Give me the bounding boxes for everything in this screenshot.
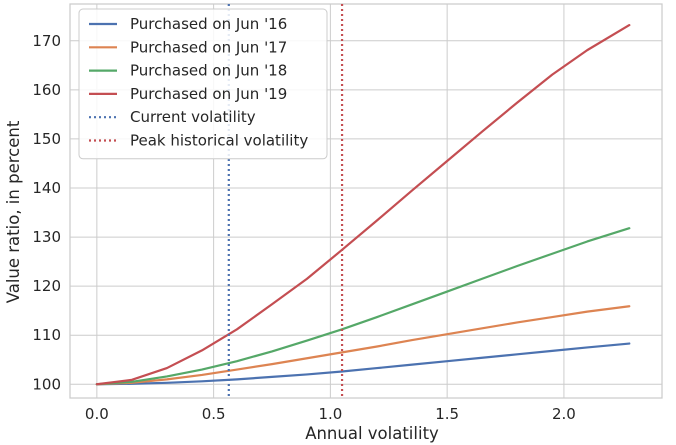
series-line-2 [95, 305, 631, 386]
legend-label: Purchased on Jun '17 [130, 38, 287, 56]
y-tick-label: 160 [32, 81, 61, 99]
legend-label: Purchased on Jun '16 [130, 15, 287, 33]
legend-label: Purchased on Jun '19 [130, 85, 287, 103]
x-tick-label: 2.0 [552, 405, 576, 423]
series-line-3 [95, 227, 631, 386]
y-tick-label: 170 [32, 32, 61, 50]
legend: Purchased on Jun '16 Purchased on Jun '17… [78, 8, 328, 160]
legend-label: Current volatility [130, 108, 256, 126]
legend-label: Purchased on Jun '18 [130, 62, 287, 80]
series-line-1 [95, 342, 631, 386]
x-tick-label: 0.0 [85, 405, 109, 423]
x-axis-label: Annual volatility [305, 424, 439, 443]
y-tick-label: 130 [32, 228, 61, 246]
y-tick-label: 120 [32, 277, 61, 295]
tick-labels: 0.0 0.5 1.0 1.5 2.0 100 110 120 130 140 150 160 170 [32, 32, 575, 423]
series-lines [95, 24, 631, 386]
y-tick-label: 140 [32, 179, 61, 197]
legend-label: Peak historical volatility [130, 132, 308, 150]
legend-box [78, 8, 328, 160]
x-tick-label: 1.0 [318, 405, 342, 423]
y-tick-label: 100 [32, 375, 61, 393]
series-line-4 [95, 24, 631, 386]
y-tick-label: 110 [32, 326, 61, 344]
y-axis-label: Value ratio, in percent [4, 120, 23, 303]
x-tick-label: 0.5 [202, 405, 226, 423]
y-tick-label: 150 [32, 130, 61, 148]
x-tick-label: 1.5 [435, 405, 459, 423]
